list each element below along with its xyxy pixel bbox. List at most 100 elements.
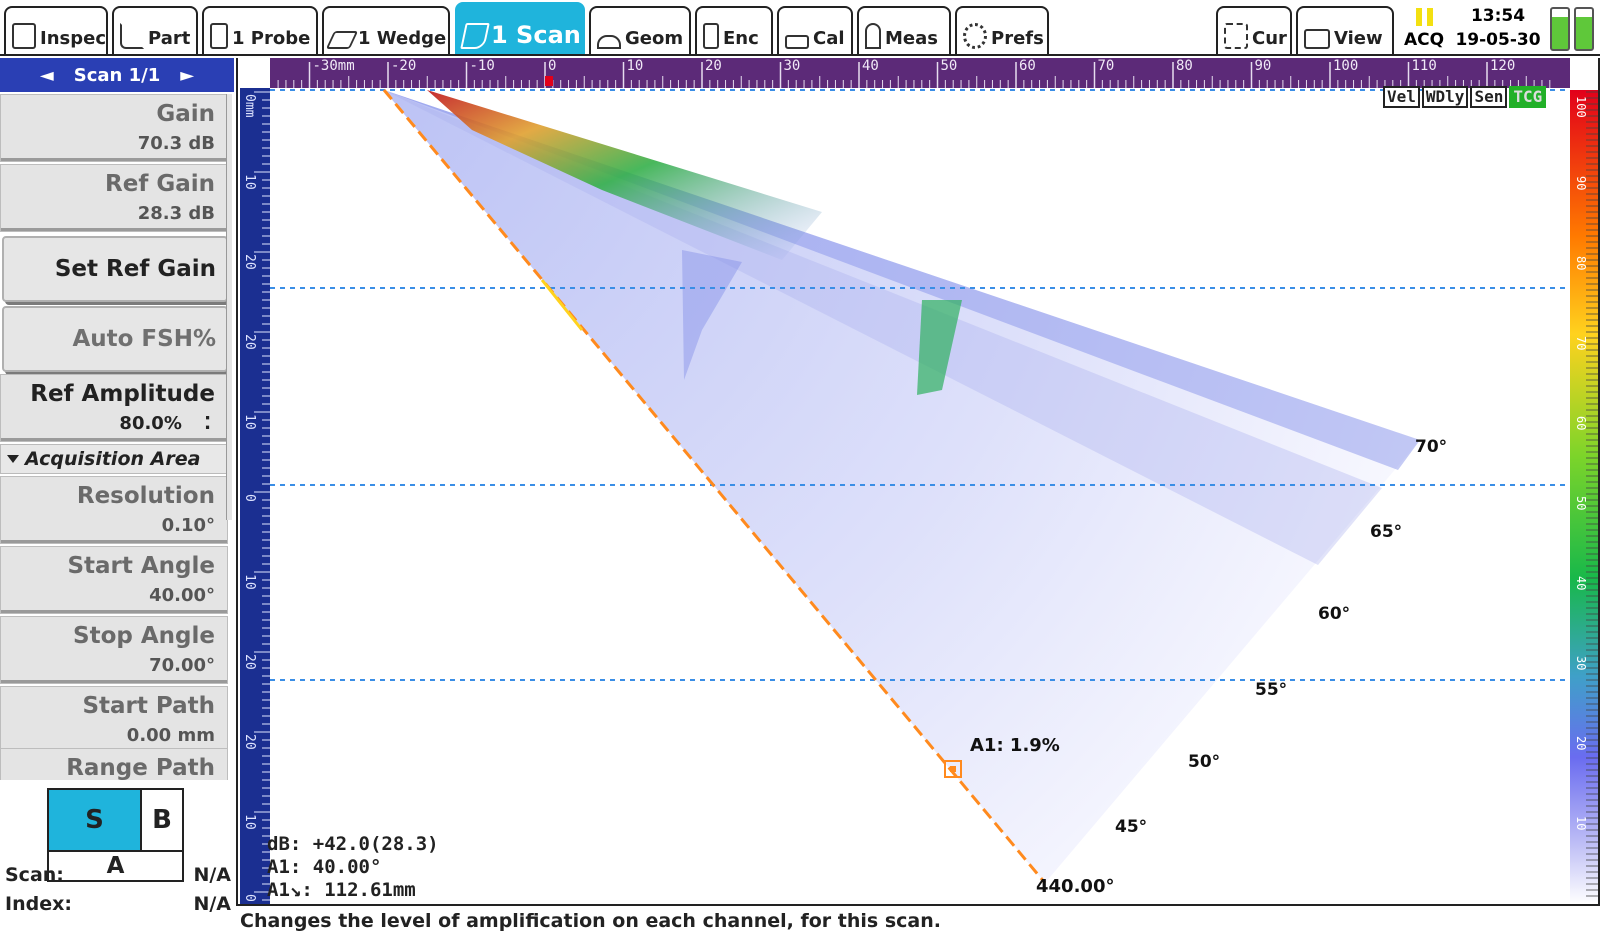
ruler-tick-label: 70 <box>1097 58 1115 74</box>
tab-label: Cal <box>813 28 845 49</box>
battery-icon <box>1574 7 1594 51</box>
geometry-icon <box>597 35 621 49</box>
ruler-tick-label: 80 <box>1176 58 1193 74</box>
probe-position-marker <box>545 76 553 86</box>
tab-label: Inspec <box>40 28 106 49</box>
depth-tick-label: 10 <box>242 414 257 430</box>
measurement-readout: dB: +42.0(28.3) A1: 40.00° A1↘: 112.61mm <box>267 833 439 902</box>
battery-status <box>1547 3 1597 51</box>
pause-indicator-icon <box>1402 8 1446 26</box>
cursor-marker-icon[interactable] <box>944 760 962 778</box>
tcg-toggle[interactable]: TCG <box>1509 86 1547 108</box>
collapse-arrow-icon <box>7 455 19 463</box>
ref-gain-param[interactable]: Ref Gain 28.3 dB <box>0 164 228 232</box>
ruler-tick-label: 40 <box>862 58 879 74</box>
param-value: 0.10° <box>161 515 215 536</box>
sector-scan-view[interactable]: -30mm -20 -10 0 10 20 30 40 50 60 70 80 90 100 110 120 … <box>236 58 1600 906</box>
param-value: 0.00 mm <box>126 725 215 746</box>
previous-scan-icon[interactable]: ◄ <box>39 64 54 86</box>
probe-icon <box>210 23 228 49</box>
tab-probe[interactable]: 1 Probe <box>202 6 318 54</box>
ruler-tick-label: -10 <box>469 58 495 74</box>
scan-position-label: Scan: <box>5 864 64 886</box>
depth-tick-label: 10 <box>242 174 257 190</box>
sector-scan-canvas[interactable] <box>238 58 1598 906</box>
depth-tick-label: 20 <box>242 254 257 270</box>
auto-fsh-button[interactable]: Auto FSH% <box>2 306 228 372</box>
start-angle-param[interactable]: Start Angle 40.00° <box>0 546 228 614</box>
scan-selector-label: Scan 1/1 <box>73 64 161 86</box>
sensitivity-toggle[interactable]: Sen <box>1470 86 1508 108</box>
ruler-tick-label: 20 <box>705 58 722 74</box>
tab-scan[interactable]: 1 Scan <box>455 2 585 54</box>
depth-tick-label: 10 <box>242 814 257 830</box>
tab-part[interactable]: Part <box>112 6 198 54</box>
start-path-param[interactable]: Start Path 0.00 mm <box>0 686 228 754</box>
tab-geom[interactable]: Geom <box>589 6 691 54</box>
resolution-param[interactable]: Resolution 0.10° <box>0 476 228 544</box>
tab-view[interactable]: View <box>1296 6 1394 54</box>
velocity-toggle[interactable]: Vel <box>1383 86 1420 108</box>
view-toggle-group: Vel WDly Sen TCG <box>1383 86 1547 108</box>
horizontal-ruler <box>270 58 1570 88</box>
view-s-button[interactable]: S <box>49 790 142 850</box>
tab-prefs[interactable]: Prefs <box>955 6 1049 54</box>
acquisition-area-header[interactable]: Acquisition Area <box>0 444 228 474</box>
depth-ruler <box>240 88 270 904</box>
stop-angle-param[interactable]: Stop Angle 70.00° <box>0 616 228 684</box>
color-scale-label: 90 <box>1574 176 1588 191</box>
tab-cur[interactable]: Cur <box>1216 6 1292 54</box>
clock-time: 13:54 <box>1470 6 1526 26</box>
range-path-param[interactable]: Range Path <box>0 748 228 780</box>
view-a-button[interactable]: A <box>49 850 182 880</box>
tab-inspec[interactable]: Inspec <box>4 6 108 54</box>
scan-selector[interactable]: ◄ Scan 1/1 ► <box>0 58 234 92</box>
color-scale-label: 40 <box>1574 576 1588 591</box>
indication-signal <box>917 300 962 395</box>
color-scale-label: 50 <box>1574 496 1588 511</box>
wedge-icon <box>325 31 359 49</box>
top-tab-bar: Inspec Part 1 Probe 1 Wedge 1 Scan Geom … <box>0 0 1600 56</box>
tab-label: Part <box>148 28 191 49</box>
gain-param[interactable]: Gain 70.3 dB <box>0 94 228 162</box>
set-ref-gain-button[interactable]: Set Ref Gain <box>2 236 228 302</box>
param-label: Stop Angle <box>73 623 215 649</box>
tab-cal[interactable]: Cal <box>777 6 853 54</box>
param-label: Start Path <box>82 693 215 719</box>
ref-amplitude-value: 80.0% <box>119 413 182 434</box>
angle-label: 65° <box>1370 522 1403 542</box>
ruler-tick-label: 120 <box>1490 58 1516 74</box>
param-label: Range Path <box>66 755 215 780</box>
acquisition-status: ACQ <box>1402 8 1446 50</box>
depth-tick-label: 0 <box>242 494 257 502</box>
readout-a1-angle: A1: 40.00° <box>267 856 382 878</box>
panel-scrollbar[interactable] <box>226 94 232 520</box>
color-scale-bar <box>1570 90 1598 904</box>
next-scan-icon[interactable]: ► <box>180 64 195 86</box>
ruler-tick-label: 0 <box>548 58 557 74</box>
tab-meas[interactable]: Meas <box>857 6 951 54</box>
view-b-button[interactable]: B <box>152 805 172 835</box>
cursor-angle-end-prefix: 4 <box>1036 876 1049 897</box>
battery-icon <box>1550 7 1570 51</box>
spinner-icon[interactable]: ⁚ <box>204 413 211 434</box>
color-scale-label: 80 <box>1574 256 1588 271</box>
depth-tick-label: 20 <box>242 334 257 350</box>
gear-icon <box>963 23 987 49</box>
tab-enc[interactable]: Enc <box>695 6 773 54</box>
depth-tick-label: 20 <box>242 654 257 670</box>
tab-label: 1 Probe <box>232 28 311 49</box>
angle-cursor-line[interactable] <box>382 89 1047 884</box>
clock-date: 19-05-30 <box>1455 30 1541 50</box>
wedge-delay-toggle[interactable]: WDly <box>1421 86 1469 108</box>
ruler-tick-label: 110 <box>1411 58 1437 74</box>
ruler-tick-label: 30 <box>783 58 801 74</box>
color-scale-label: 100 <box>1574 96 1588 118</box>
ruler-tick-label: 90 <box>1254 58 1272 74</box>
tab-label: Meas <box>885 28 938 49</box>
ref-amplitude-param[interactable]: Ref Amplitude 80.0% ⁚ <box>0 374 228 442</box>
tab-wedge[interactable]: 1 Wedge <box>322 6 450 54</box>
encoder-icon <box>703 23 719 49</box>
index-position: Index: N/A <box>5 893 231 915</box>
clipboard-icon <box>12 23 36 49</box>
